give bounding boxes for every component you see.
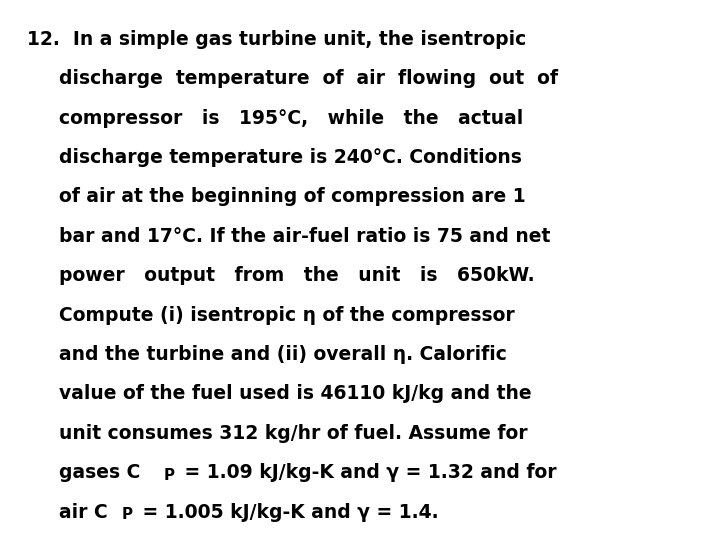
Text: = 1.09 kJ/kg-K and γ = 1.32 and for: = 1.09 kJ/kg-K and γ = 1.32 and for — [179, 463, 557, 482]
Text: power   output   from   the   unit   is   650kW.: power output from the unit is 650kW. — [59, 266, 535, 285]
Text: P: P — [164, 468, 175, 483]
Text: 12.  In a simple gas turbine unit, the isentropic: 12. In a simple gas turbine unit, the is… — [27, 30, 526, 49]
Text: discharge  temperature  of  air  flowing  out  of: discharge temperature of air flowing out… — [59, 69, 558, 88]
Text: Compute (i) isentropic η of the compressor: Compute (i) isentropic η of the compress… — [59, 306, 515, 325]
Text: and the turbine and (ii) overall η. Calorific: and the turbine and (ii) overall η. Calo… — [59, 345, 507, 364]
Text: of air at the beginning of compression are 1: of air at the beginning of compression a… — [59, 187, 526, 206]
Text: air C: air C — [59, 503, 108, 522]
Text: value of the fuel used is 46110 kJ/kg and the: value of the fuel used is 46110 kJ/kg an… — [59, 384, 531, 403]
Text: P: P — [122, 507, 133, 522]
Text: discharge temperature is 240°C. Conditions: discharge temperature is 240°C. Conditio… — [59, 148, 522, 167]
Text: unit consumes 312 kg/hr of fuel. Assume for: unit consumes 312 kg/hr of fuel. Assume … — [59, 424, 528, 443]
Text: gases C: gases C — [59, 463, 140, 482]
Text: compressor   is   195°C,   while   the   actual: compressor is 195°C, while the actual — [59, 109, 523, 127]
Text: bar and 17°C. If the air-fuel ratio is 75 and net: bar and 17°C. If the air-fuel ratio is 7… — [59, 227, 550, 246]
Text: = 1.005 kJ/kg-K and γ = 1.4.: = 1.005 kJ/kg-K and γ = 1.4. — [136, 503, 438, 522]
